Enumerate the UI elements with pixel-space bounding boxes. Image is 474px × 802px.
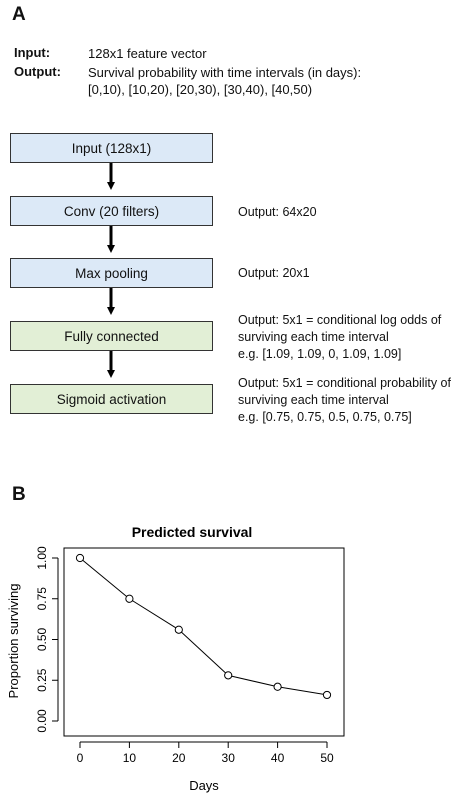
layer-input-label: Input (128x1) xyxy=(71,140,152,156)
series-segment xyxy=(178,629,229,676)
layer-sigmoid-box: Sigmoid activation xyxy=(10,384,213,414)
layer-conv-box: Conv (20 filters) xyxy=(10,196,213,226)
data-point xyxy=(322,690,332,700)
series-line xyxy=(79,557,328,696)
dense-output-note: Output: 5x1 = conditional log odds of su… xyxy=(238,312,441,363)
sigmoid-output-note: Output: 5x1 = conditional probability of… xyxy=(238,375,451,426)
input-value: 128x1 feature vector xyxy=(88,46,207,61)
survival-chart: Predicted survival 0 10 20 30 40 50 0.00 0.25 0.… xyxy=(6,524,345,793)
data-point xyxy=(125,594,134,603)
layer-conv-label: Conv (20 filters) xyxy=(63,203,160,219)
conv-output-note: Output: 64x20 xyxy=(238,204,317,221)
x-tick-label: 10 xyxy=(123,751,137,765)
output-value-line1: Survival probability with time intervals… xyxy=(88,65,362,80)
series-segment xyxy=(79,557,130,600)
series-points xyxy=(75,553,332,700)
input-key: Input: xyxy=(14,45,51,60)
maxpool-output-note: Output: 20x1 xyxy=(238,265,310,282)
data-point xyxy=(273,682,282,691)
panel-a-label: A xyxy=(12,4,26,25)
x-tick-label: 20 xyxy=(172,751,186,765)
conv-note-line: Output: 64x20 xyxy=(238,205,317,219)
y-tick-label: 0.75 xyxy=(35,587,49,611)
sigmoid-note-line-1: Output: 5x1 = conditional probability of xyxy=(238,376,451,390)
x-tick-label: 40 xyxy=(271,751,285,765)
y-tick-label: 0.50 xyxy=(35,627,49,651)
y-tick-label: 0.00 xyxy=(35,709,49,733)
layer-sigmoid-label: Sigmoid activation xyxy=(56,391,167,407)
sigmoid-note-line-3: e.g. [0.75, 0.75, 0.5, 0.75, 0.75] xyxy=(238,410,412,424)
x-axis-label: Days xyxy=(189,778,219,793)
maxpool-note-line: Output: 20x1 xyxy=(238,266,310,280)
dense-note-line-3: e.g. [1.09, 1.09, 0, 1.09, 1.09] xyxy=(238,347,402,361)
data-point xyxy=(174,625,183,634)
panel-b-label: B xyxy=(12,484,26,505)
chart-title: Predicted survival xyxy=(132,524,253,540)
chart-axes: 0 10 20 30 40 50 0.00 0.25 0.50 0.75 1.00 xyxy=(35,546,334,765)
layer-input-box: Input (128x1) xyxy=(10,133,213,163)
dense-note-line-2: surviving each time interval xyxy=(238,330,389,344)
output-value-line2: [0,10), [10,20), [20,30), [30,40), [40,5… xyxy=(88,82,313,97)
dense-note-line-1: Output: 5x1 = conditional log odds of xyxy=(238,313,442,327)
plot-frame xyxy=(63,547,345,737)
x-tick-label: 30 xyxy=(222,751,236,765)
y-tick-label: 1.00 xyxy=(35,546,49,570)
layer-dense-label: Fully connected xyxy=(64,328,159,344)
output-key: Output: xyxy=(14,64,61,79)
y-tick-label: 0.25 xyxy=(35,668,49,692)
series-segment xyxy=(277,686,328,696)
sigmoid-note-line-2: surviving each time interval xyxy=(238,393,389,407)
data-point xyxy=(224,671,233,680)
data-point xyxy=(75,553,85,563)
x-tick-label: 0 xyxy=(77,751,84,765)
flow-arrows xyxy=(107,163,115,378)
x-tick-label: 50 xyxy=(320,751,334,765)
y-axis-label: Proportion surviving xyxy=(6,584,21,699)
layer-dense-box: Fully connected xyxy=(10,321,213,351)
series-segment xyxy=(129,598,180,631)
layer-maxpool-label: Max pooling xyxy=(75,265,148,281)
layer-maxpool-box: Max pooling xyxy=(10,258,213,288)
series-segment xyxy=(228,674,278,688)
